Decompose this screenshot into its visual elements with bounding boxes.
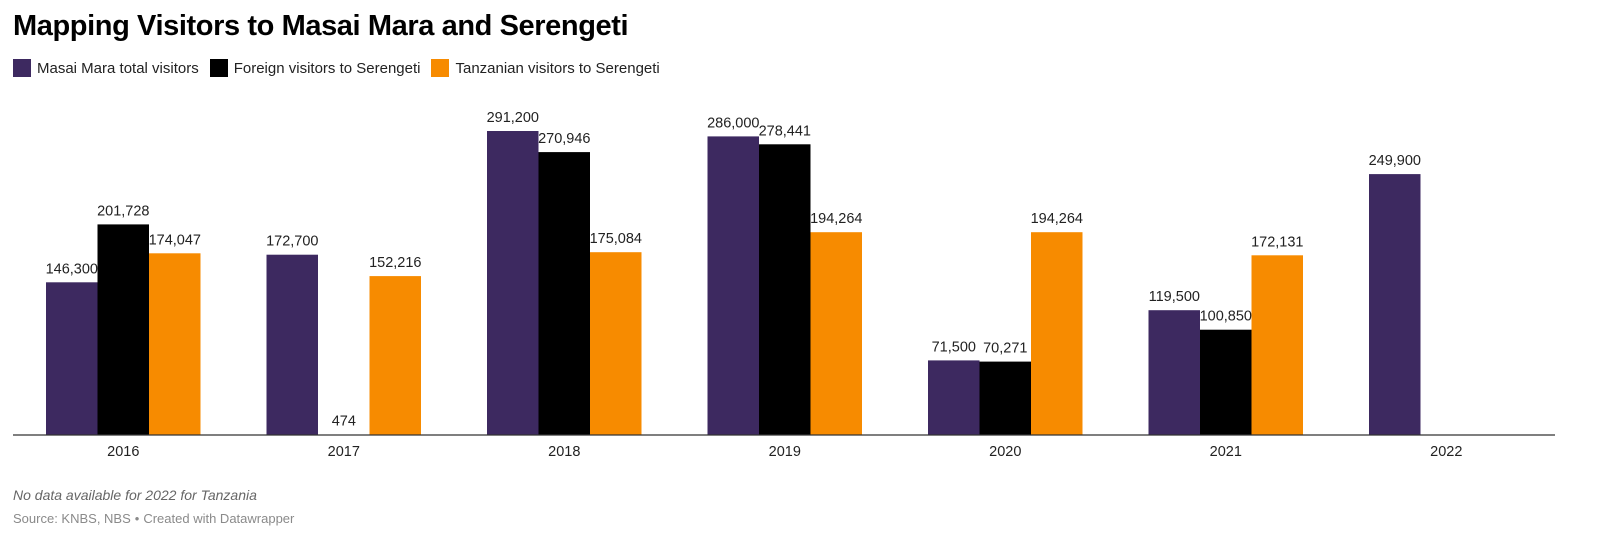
bar-2021-series-1 [1200,329,1252,435]
x-tick-label-2016: 2016 [107,444,139,460]
value-label-2017-series-0: 172,700 [266,234,318,250]
chart-source: Source: KNBS, NBS • Created with Datawrapp… [13,511,294,526]
value-label-2020-series-2: 194,264 [1031,211,1083,227]
x-tick-label-2017: 2017 [328,444,360,460]
source-separator: • [134,511,140,526]
bar-2017-series-2 [369,276,421,435]
value-label-2020-series-1: 70,271 [983,341,1027,357]
chart-title: Mapping Visitors to Masai Mara and Seren… [13,10,629,42]
legend-swatch-foreign-serengeti [209,59,228,77]
value-label-2021-series-2: 172,131 [1251,234,1303,250]
bar-2022-series-0 [1369,174,1421,435]
source-text: Source: KNBS, NBS [13,511,131,526]
x-tick-label-2020: 2020 [989,444,1021,460]
value-label-2020-series-0: 71,500 [932,339,976,355]
legend-swatch-masai-mara [13,59,31,77]
bar-2020-series-1 [979,361,1031,435]
bar-2018-series-1 [538,152,590,435]
legend-swatch-tanzanian-serengeti [431,59,450,77]
bar-2016-series-2 [149,253,201,435]
bar-2016-series-1 [97,224,149,435]
legend-label-foreign-serengeti: Foreign visitors to Serengeti [233,59,421,77]
value-label-2019-series-2: 194,264 [810,211,862,227]
value-label-2016-series-2: 174,047 [149,232,201,248]
bar-2020-series-2 [1031,232,1083,435]
bar-2021-series-0 [1148,310,1200,435]
value-label-2018-series-0: 291,200 [487,110,539,126]
chart-notes: No data available for 2022 for Tanzania [13,487,257,503]
legend-label-masai-mara: Masai Mara total visitors [37,59,199,77]
value-label-2016-series-1: 201,728 [97,203,149,219]
bar-2017-series-0 [266,254,318,435]
bar-2020-series-0 [928,360,980,435]
bar-2019-series-2 [810,232,862,435]
x-tick-label-group: 2016 2017 2018 2019 2020 2021 2022 [107,444,1462,460]
bar-2016-series-0 [46,282,98,435]
chart-legend: Masai Mara total visitors Foreign visito… [13,59,671,77]
x-tick-label-2019: 2019 [769,444,801,460]
value-label-2019-series-1: 278,441 [759,123,811,139]
credit-text: Created with Datawrapper [143,511,295,526]
value-label-2019-series-0: 286,000 [707,115,759,131]
value-label-2021-series-1: 100,850 [1200,309,1252,325]
bar-2019-series-0 [707,136,759,435]
value-label-2016-series-0: 146,300 [46,261,98,277]
value-label-2018-series-1: 270,946 [538,131,590,147]
bar-2021-series-2 [1251,255,1303,435]
x-tick-label-2022: 2022 [1430,444,1462,460]
bar-group [46,131,1421,436]
bar-2018-series-2 [590,252,642,435]
legend-item-foreign-serengeti: Foreign visitors to Serengeti [209,59,421,77]
value-label-2021-series-0: 119,500 [1149,289,1200,305]
value-label-2018-series-2: 175,084 [590,231,642,247]
value-label-2017-series-2: 152,216 [369,255,421,271]
value-label-2017-series-1: 474 [332,414,356,430]
legend-label-tanzanian-serengeti: Tanzanian visitors to Serengeti [455,59,660,77]
legend-item-masai-mara: Masai Mara total visitors [13,59,199,77]
x-tick-label-2018: 2018 [548,444,580,460]
bar-2019-series-1 [759,144,811,436]
legend-item-tanzanian-serengeti: Tanzanian visitors to Serengeti [431,59,660,77]
x-tick-label-2021: 2021 [1210,444,1242,460]
value-label-2022-series-0: 249,900 [1369,153,1421,169]
bar-2018-series-0 [487,131,539,435]
